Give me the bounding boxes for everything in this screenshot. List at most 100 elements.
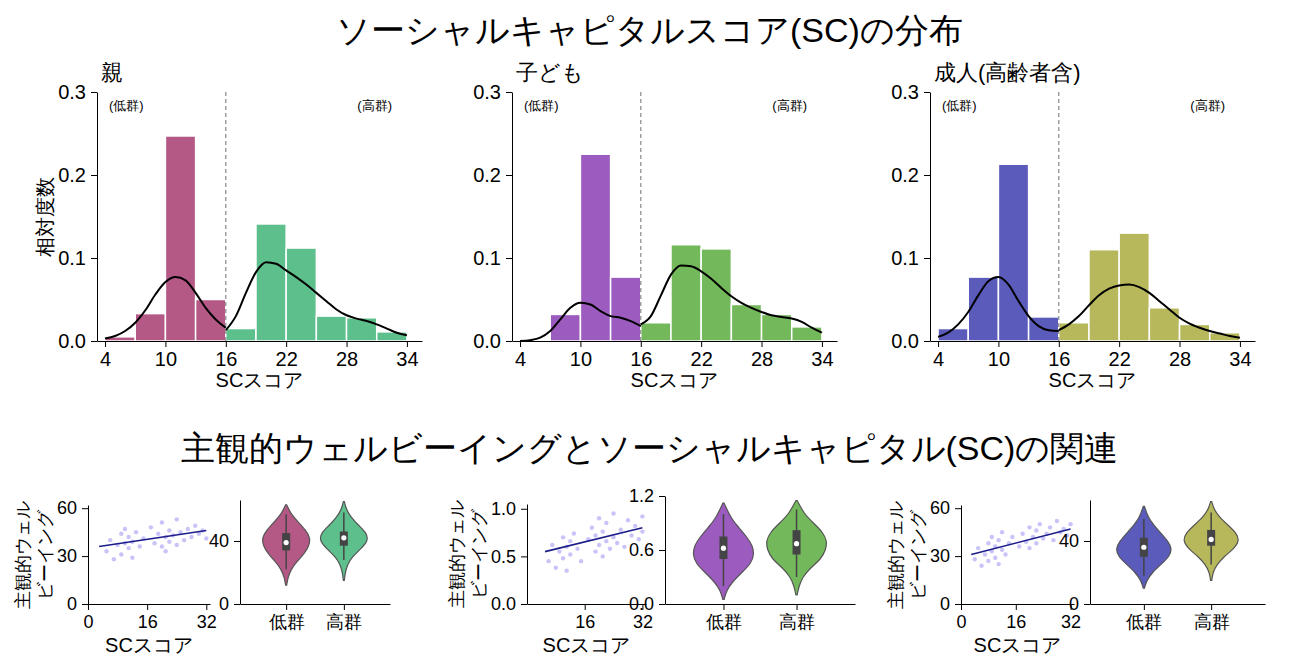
section-title: ソーシャルキャピタルスコア(SC)の分布	[336, 11, 963, 49]
bar	[1180, 324, 1210, 341]
tick-label: 4	[933, 348, 944, 370]
tick-label: 32	[197, 612, 217, 632]
y-axis: 040	[1059, 501, 1091, 615]
panel-title: 子ども	[516, 60, 584, 85]
tick: 0.0	[891, 330, 930, 352]
bar	[580, 154, 610, 341]
tick: 16	[215, 341, 237, 370]
point	[568, 539, 572, 543]
tick-label: 16	[215, 348, 237, 370]
point	[597, 516, 601, 520]
point	[149, 525, 153, 529]
y-axis: 0.00.10.20.3	[58, 81, 97, 352]
tick: 4	[933, 341, 944, 370]
tick-mark	[938, 341, 939, 347]
axis-line	[666, 604, 856, 605]
annotation: (低群)	[942, 98, 977, 113]
plot-area	[971, 519, 1073, 568]
bar	[550, 314, 580, 341]
annotation: (高群)	[357, 98, 392, 113]
tick-label: 16	[630, 348, 652, 370]
titles: ソーシャルキャピタルスコア(SC)の分布主観的ウェルビーイングとソーシャルキャピ…	[181, 11, 1119, 467]
tick: 0.0	[629, 594, 665, 614]
kde-curve	[226, 262, 407, 335]
point	[604, 521, 608, 525]
point	[590, 526, 594, 530]
tick-mark	[82, 604, 88, 605]
tick-label: 0.0	[473, 330, 501, 352]
point	[554, 566, 558, 570]
tick-label: 16	[138, 612, 158, 632]
bar	[998, 164, 1028, 341]
violin	[320, 502, 367, 581]
point	[1020, 532, 1024, 536]
tick-label: 0	[1069, 594, 1079, 614]
point	[1068, 522, 1072, 526]
plot-area	[938, 92, 1240, 341]
tick: 0	[219, 594, 240, 614]
point	[550, 543, 554, 547]
tick-label: 10	[570, 348, 592, 370]
point	[604, 539, 608, 543]
threshold-line	[640, 92, 641, 341]
tick-label: 0	[940, 594, 950, 614]
tick-mark	[226, 341, 227, 347]
tick: 低群	[706, 604, 742, 632]
tick-mark	[91, 175, 97, 176]
tick-mark	[1240, 341, 1241, 347]
tick: 22	[691, 341, 713, 370]
tick: 0	[940, 594, 961, 614]
tick-label: 0.0	[58, 330, 86, 352]
tick-mark	[822, 341, 823, 347]
tick: 高群	[779, 604, 815, 632]
point	[601, 529, 605, 533]
tick: 0.3	[58, 81, 97, 103]
point	[1034, 541, 1038, 545]
tick: 16	[138, 604, 158, 632]
point	[1000, 530, 1004, 534]
bar	[196, 300, 226, 342]
panel-title: 親	[101, 60, 123, 85]
tick-mark	[91, 341, 97, 342]
point	[163, 549, 167, 553]
kde-curve	[520, 303, 641, 341]
tick-label: 0	[956, 612, 966, 632]
tick-mark	[347, 341, 348, 347]
point	[561, 556, 565, 560]
tick-label: 30	[57, 546, 77, 566]
tick-mark	[955, 556, 961, 557]
axis-line	[1091, 604, 1266, 605]
section-title: 主観的ウェルビーイングとソーシャルキャピタル(SC)の関連	[181, 429, 1119, 467]
point	[175, 517, 179, 521]
tick-label: 0.0	[491, 594, 516, 614]
point	[1051, 538, 1055, 542]
point	[130, 555, 134, 559]
point	[134, 530, 138, 534]
y-axis-title: ビーイング	[469, 508, 489, 599]
x-axis: 01632	[83, 604, 216, 632]
tick: 4	[100, 341, 111, 370]
plot-area	[693, 501, 826, 600]
tick-label: 低群	[706, 612, 742, 632]
tick: 0.6	[629, 540, 665, 560]
y-axis: 0.00.10.20.3	[473, 81, 512, 352]
point	[119, 532, 123, 536]
point	[629, 533, 633, 537]
bar	[1119, 233, 1149, 341]
tick-label: 34	[396, 348, 418, 370]
bar	[641, 323, 671, 341]
kde-curve	[641, 265, 822, 332]
tick-mark	[955, 604, 961, 605]
tick: 0.0	[491, 594, 527, 614]
tick-mark	[91, 92, 97, 93]
tick: 16	[1006, 604, 1026, 632]
point	[156, 532, 160, 536]
tick-mark	[344, 604, 345, 610]
point	[593, 549, 597, 553]
tick-label: 1.0	[491, 499, 516, 519]
tick-label: 28	[751, 348, 773, 370]
tick-mark	[521, 509, 527, 510]
point	[1000, 548, 1004, 552]
axis-line	[930, 93, 931, 342]
tick-mark	[955, 508, 961, 509]
